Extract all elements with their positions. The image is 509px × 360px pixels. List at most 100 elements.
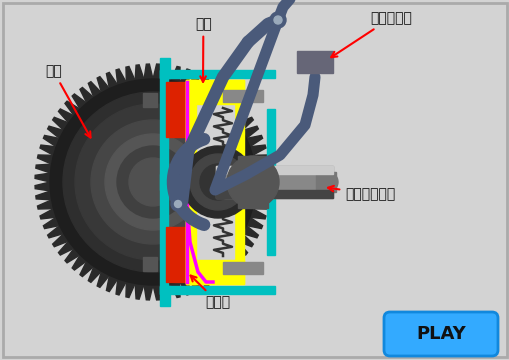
FancyBboxPatch shape xyxy=(383,312,497,356)
Polygon shape xyxy=(242,126,258,139)
Bar xyxy=(160,58,169,78)
Polygon shape xyxy=(47,225,64,238)
Circle shape xyxy=(105,134,201,230)
Circle shape xyxy=(75,104,231,260)
Polygon shape xyxy=(162,283,171,299)
Polygon shape xyxy=(249,145,266,156)
Polygon shape xyxy=(196,271,209,287)
Circle shape xyxy=(182,146,253,218)
Polygon shape xyxy=(106,72,118,89)
Polygon shape xyxy=(179,69,189,85)
Text: PLAY: PLAY xyxy=(415,325,465,343)
Polygon shape xyxy=(246,135,262,147)
Polygon shape xyxy=(171,282,180,297)
Polygon shape xyxy=(36,164,51,173)
Polygon shape xyxy=(52,117,69,130)
Circle shape xyxy=(273,16,281,24)
Polygon shape xyxy=(242,225,258,238)
Polygon shape xyxy=(135,283,144,299)
Polygon shape xyxy=(255,173,270,182)
Bar xyxy=(216,190,332,198)
Polygon shape xyxy=(219,94,234,109)
Polygon shape xyxy=(188,275,199,292)
Circle shape xyxy=(174,201,181,207)
Polygon shape xyxy=(65,248,80,263)
Bar xyxy=(165,82,188,137)
Bar xyxy=(216,166,332,174)
Text: 飛輪: 飛輪 xyxy=(45,64,90,138)
Polygon shape xyxy=(72,255,87,270)
Polygon shape xyxy=(225,248,241,263)
Polygon shape xyxy=(88,266,101,282)
Polygon shape xyxy=(171,67,180,82)
Polygon shape xyxy=(255,182,270,191)
Polygon shape xyxy=(212,87,225,103)
Polygon shape xyxy=(153,285,162,300)
Polygon shape xyxy=(43,135,60,147)
Polygon shape xyxy=(80,261,94,276)
Polygon shape xyxy=(249,209,266,219)
Bar xyxy=(186,80,243,104)
Circle shape xyxy=(318,172,337,192)
Polygon shape xyxy=(36,191,51,200)
Bar xyxy=(160,174,167,190)
Polygon shape xyxy=(106,275,118,292)
Polygon shape xyxy=(144,285,153,300)
Circle shape xyxy=(129,158,177,206)
Circle shape xyxy=(171,197,185,211)
Polygon shape xyxy=(72,94,87,109)
Polygon shape xyxy=(254,164,270,173)
Polygon shape xyxy=(40,209,56,219)
Polygon shape xyxy=(35,173,50,182)
Polygon shape xyxy=(65,101,80,116)
Polygon shape xyxy=(59,109,74,123)
Bar xyxy=(186,80,243,284)
Polygon shape xyxy=(232,241,247,255)
Bar xyxy=(186,260,243,284)
Polygon shape xyxy=(204,266,217,282)
Polygon shape xyxy=(80,87,94,103)
Bar xyxy=(267,109,274,255)
Polygon shape xyxy=(116,279,126,295)
Bar xyxy=(186,80,195,284)
Bar xyxy=(238,156,267,208)
Circle shape xyxy=(200,164,236,200)
Polygon shape xyxy=(47,126,64,139)
Polygon shape xyxy=(126,282,135,297)
Polygon shape xyxy=(52,234,69,247)
Polygon shape xyxy=(254,191,270,200)
Circle shape xyxy=(50,79,256,285)
Polygon shape xyxy=(219,255,234,270)
Bar xyxy=(143,257,157,271)
Bar xyxy=(222,262,263,274)
Polygon shape xyxy=(43,217,60,229)
Polygon shape xyxy=(237,234,253,247)
Bar xyxy=(316,172,335,192)
Circle shape xyxy=(117,146,189,218)
Text: 變速箱輸入軸: 變速箱輸入軸 xyxy=(327,186,394,201)
Bar xyxy=(160,70,167,294)
Polygon shape xyxy=(37,155,53,164)
Polygon shape xyxy=(204,82,217,98)
Polygon shape xyxy=(37,200,53,209)
Polygon shape xyxy=(252,155,268,164)
Polygon shape xyxy=(212,261,225,276)
Bar xyxy=(186,104,195,260)
Polygon shape xyxy=(188,72,199,89)
Polygon shape xyxy=(88,82,101,98)
Text: 離合器踏板: 離合器踏板 xyxy=(331,11,411,57)
Polygon shape xyxy=(252,200,268,209)
Polygon shape xyxy=(162,65,171,81)
Bar xyxy=(216,166,332,198)
Polygon shape xyxy=(179,279,189,295)
Polygon shape xyxy=(225,101,241,116)
Polygon shape xyxy=(196,77,209,93)
Text: 壓板: 壓板 xyxy=(194,17,211,82)
Circle shape xyxy=(227,156,278,208)
Circle shape xyxy=(91,120,215,244)
Polygon shape xyxy=(40,145,56,156)
Polygon shape xyxy=(246,217,262,229)
Bar xyxy=(160,286,169,306)
Polygon shape xyxy=(35,182,50,191)
Bar xyxy=(160,286,274,294)
